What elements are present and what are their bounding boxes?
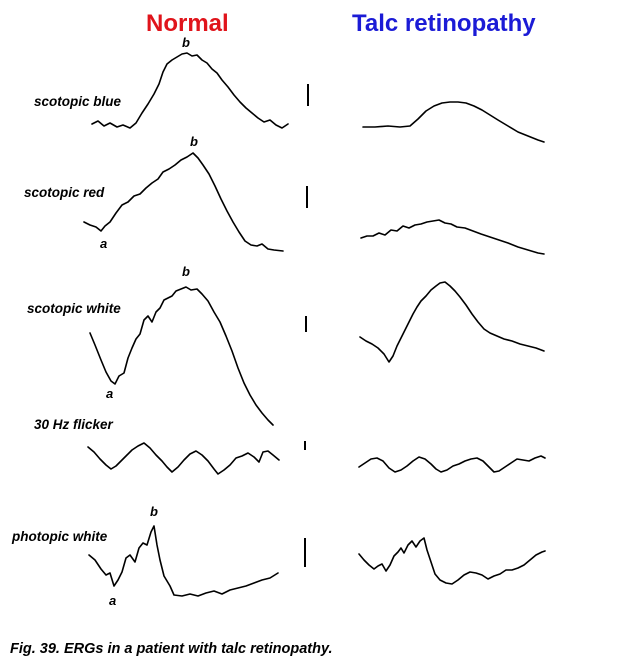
row-label-30hz-flicker: 30 Hz flicker [34, 417, 113, 432]
b-wave-marker-photopic-white: b [150, 504, 158, 519]
normal-photopic-white-trace [88, 525, 279, 597]
row-label-photopic-white: photopic white [12, 529, 108, 544]
row-label-scotopic-blue: scotopic blue [34, 94, 122, 109]
normal-scotopic-red-trace [83, 152, 284, 252]
a-wave-marker-scotopic-white: a [106, 386, 114, 401]
a-wave-marker-scotopic-red: a [100, 236, 108, 251]
talc-30hz-flicker-trace [358, 455, 546, 473]
talc-scotopic-blue-trace [362, 101, 545, 143]
normal-scotopic-white-trace [89, 286, 274, 426]
a-wave-marker-photopic-white: a [109, 593, 117, 608]
normal-column-title: Normal [146, 10, 229, 37]
b-wave-marker-scotopic-blue: b [182, 35, 190, 50]
talc-photopic-white-trace [358, 537, 546, 585]
b-wave-marker-scotopic-white: b [182, 264, 190, 279]
talc-scotopic-white-trace [359, 281, 545, 363]
normal-30hz-flicker-trace [87, 442, 280, 475]
row-label-scotopic-red: scotopic red [24, 185, 105, 200]
normal-scotopic-blue-trace [91, 52, 289, 129]
b-wave-marker-scotopic-red: b [190, 134, 198, 149]
figure-caption: Fig. 39. ERGs in a patient with talc ret… [10, 641, 333, 657]
row-label-scotopic-white: scotopic white [27, 301, 121, 316]
talc-column-title: Talc retinopathy [352, 10, 536, 37]
talc-scotopic-red-trace [360, 219, 545, 255]
